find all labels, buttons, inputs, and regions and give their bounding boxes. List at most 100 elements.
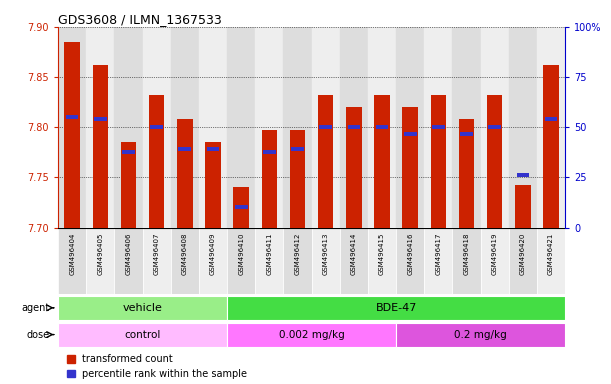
Text: GSM496411: GSM496411	[266, 233, 273, 275]
Bar	[404, 132, 417, 136]
Text: GSM496408: GSM496408	[182, 233, 188, 275]
Bar	[142, 228, 170, 295]
Bar	[205, 142, 221, 228]
Bar	[142, 27, 170, 228]
Text: GSM496419: GSM496419	[492, 233, 498, 275]
Bar	[509, 27, 537, 228]
Text: GSM496417: GSM496417	[436, 233, 441, 275]
Text: agent: agent	[21, 303, 49, 313]
Text: GSM496406: GSM496406	[125, 233, 131, 275]
Text: control: control	[125, 329, 161, 339]
Text: 0.2 mg/kg: 0.2 mg/kg	[454, 329, 507, 339]
Bar	[291, 147, 304, 151]
Bar	[487, 95, 502, 228]
Bar	[122, 150, 135, 154]
Bar	[348, 125, 360, 129]
Text: GSM496404: GSM496404	[69, 233, 75, 275]
Bar	[227, 296, 565, 320]
Bar	[227, 27, 255, 228]
Text: GSM496420: GSM496420	[520, 233, 526, 275]
Bar	[396, 27, 424, 228]
Bar	[453, 228, 481, 295]
Text: vehicle: vehicle	[123, 303, 163, 313]
Bar	[376, 125, 389, 129]
Bar	[86, 228, 114, 295]
Bar	[235, 205, 247, 210]
Text: BDE-47: BDE-47	[375, 303, 417, 313]
Bar	[170, 228, 199, 295]
Bar	[312, 27, 340, 228]
Bar	[537, 228, 565, 295]
Bar	[58, 27, 86, 228]
Bar	[58, 323, 227, 347]
Bar	[92, 65, 108, 228]
Bar	[94, 117, 107, 121]
Text: GSM496412: GSM496412	[295, 233, 301, 275]
Bar	[340, 228, 368, 295]
Bar	[290, 130, 306, 228]
Text: GSM496421: GSM496421	[548, 233, 554, 275]
Bar	[368, 228, 396, 295]
Bar	[149, 95, 164, 228]
Bar	[424, 228, 453, 295]
Bar	[227, 228, 255, 295]
Bar	[178, 147, 191, 151]
Bar	[255, 27, 284, 228]
Bar	[509, 228, 537, 295]
Bar	[207, 147, 219, 151]
Bar	[403, 107, 418, 228]
Bar	[320, 125, 332, 129]
Bar	[177, 119, 192, 228]
Bar	[150, 125, 163, 129]
Text: dose: dose	[26, 329, 49, 339]
Text: GSM496416: GSM496416	[407, 233, 413, 275]
Bar	[488, 125, 501, 129]
Legend: transformed count, percentile rank within the sample: transformed count, percentile rank withi…	[63, 350, 251, 383]
Text: GSM496405: GSM496405	[97, 233, 103, 275]
Bar	[114, 27, 142, 228]
Bar	[459, 119, 474, 228]
Bar	[284, 228, 312, 295]
Bar	[340, 27, 368, 228]
Text: GSM496413: GSM496413	[323, 233, 329, 275]
Bar	[545, 117, 557, 121]
Bar	[64, 42, 80, 228]
Text: GSM496407: GSM496407	[153, 233, 159, 275]
Bar	[396, 228, 424, 295]
Bar	[515, 185, 531, 228]
Bar	[460, 132, 473, 136]
Bar	[537, 27, 565, 228]
Text: GSM496414: GSM496414	[351, 233, 357, 275]
Bar	[263, 150, 276, 154]
Bar	[233, 187, 249, 228]
Text: GSM496410: GSM496410	[238, 233, 244, 275]
Bar	[170, 27, 199, 228]
Bar	[481, 228, 509, 295]
Bar	[396, 323, 565, 347]
Bar	[346, 107, 362, 228]
Bar	[86, 27, 114, 228]
Bar	[368, 27, 396, 228]
Bar	[453, 27, 481, 228]
Bar	[121, 142, 136, 228]
Bar	[66, 115, 78, 119]
Text: 0.002 mg/kg: 0.002 mg/kg	[279, 329, 345, 339]
Bar	[431, 95, 446, 228]
Bar	[227, 323, 396, 347]
Bar	[199, 228, 227, 295]
Text: GSM496415: GSM496415	[379, 233, 385, 275]
Text: GSM496409: GSM496409	[210, 233, 216, 275]
Bar	[375, 95, 390, 228]
Bar	[58, 228, 86, 295]
Bar	[255, 228, 284, 295]
Bar	[318, 95, 334, 228]
Text: GDS3608 / ILMN_1367533: GDS3608 / ILMN_1367533	[58, 13, 222, 26]
Bar	[284, 27, 312, 228]
Bar	[114, 228, 142, 295]
Bar	[516, 173, 529, 177]
Bar	[432, 125, 445, 129]
Bar	[543, 65, 559, 228]
Bar	[424, 27, 453, 228]
Bar	[312, 228, 340, 295]
Bar	[262, 130, 277, 228]
